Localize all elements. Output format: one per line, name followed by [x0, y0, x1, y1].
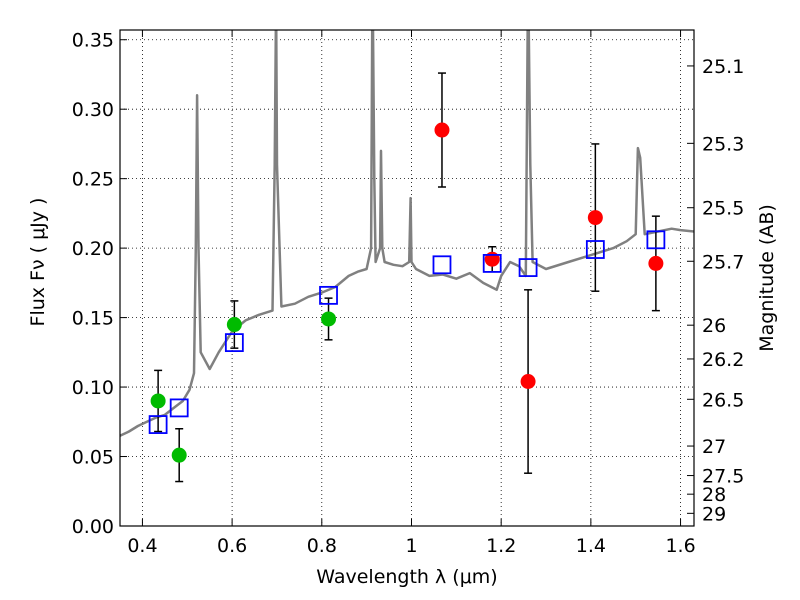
photometry-point: [171, 447, 187, 463]
photometry-point: [226, 317, 242, 333]
photometry-point: [484, 251, 500, 267]
magnitude-tick-label: 27: [702, 436, 726, 458]
magnitude-tick-label: 25.5: [702, 198, 744, 220]
y-axis-title: Flux Fν ( μJy ): [27, 198, 49, 327]
magnitude-tick-label: 28: [702, 484, 726, 506]
y-tick-label: 0.15: [72, 308, 114, 330]
x-axis-title: Wavelength λ (μm): [316, 566, 497, 588]
x-tick-label: 1: [405, 535, 417, 557]
model-square-marker: [432, 255, 452, 275]
plot-frame: [119, 29, 695, 527]
model-square-marker: [148, 415, 168, 434]
model-square-marker: [646, 230, 666, 250]
x-tick-label: 1.4: [576, 535, 606, 557]
y-tick-label: 0.10: [72, 377, 114, 399]
photometry-point: [648, 255, 664, 271]
data-markers: [148, 72, 666, 483]
magnitude-tick-label: 27.5: [702, 466, 744, 488]
y-tick-label: 0.05: [72, 447, 114, 469]
magnitude-tick-label: 29: [702, 503, 726, 525]
y-tick-label: 0.20: [72, 238, 114, 260]
magnitude-tick-label: 25.1: [702, 56, 744, 78]
model-square-marker: [224, 333, 244, 353]
photometry-point: [587, 210, 603, 226]
y-tick-label: 0.30: [72, 99, 114, 121]
magnitude-axis-title: Magnitude (AB): [756, 204, 778, 352]
y-tick-label: 0.25: [72, 169, 114, 191]
magnitude-tick-label: 26: [702, 315, 726, 337]
y-tick-label: 0.35: [72, 30, 114, 52]
y-tick-label: 0.00: [72, 516, 114, 538]
spectrum-line: [120, 30, 694, 437]
model-square-marker: [319, 285, 338, 305]
model-square-marker: [518, 258, 538, 277]
magnitude-tick-label: 26.5: [702, 389, 744, 411]
axis-ticks: 0.4 0.6 0.8 1 1.2 1.4 1.6 0.00 0.05 0.10 0.15 0.20 0…: [72, 30, 745, 557]
x-tick-label: 1.6: [665, 535, 695, 557]
photometry-point: [150, 393, 166, 409]
magnitude-tick-label: 25.3: [702, 133, 744, 155]
photometry-point: [520, 374, 536, 390]
photometry-point: [321, 311, 337, 327]
photometry-point: [434, 122, 450, 138]
x-tick-label: 1.2: [486, 535, 516, 557]
model-square-marker: [585, 240, 605, 259]
x-tick-label: 0.4: [127, 535, 157, 557]
magnitude-tick-label: 25.7: [702, 251, 744, 273]
x-tick-label: 0.8: [307, 535, 337, 557]
x-tick-label: 0.6: [217, 535, 247, 557]
model-square-marker: [169, 398, 189, 418]
grid-lines: [120, 30, 694, 527]
plot-data: [120, 30, 694, 437]
model-square-marker: [482, 254, 502, 273]
magnitude-tick-label: 26.2: [702, 349, 744, 371]
